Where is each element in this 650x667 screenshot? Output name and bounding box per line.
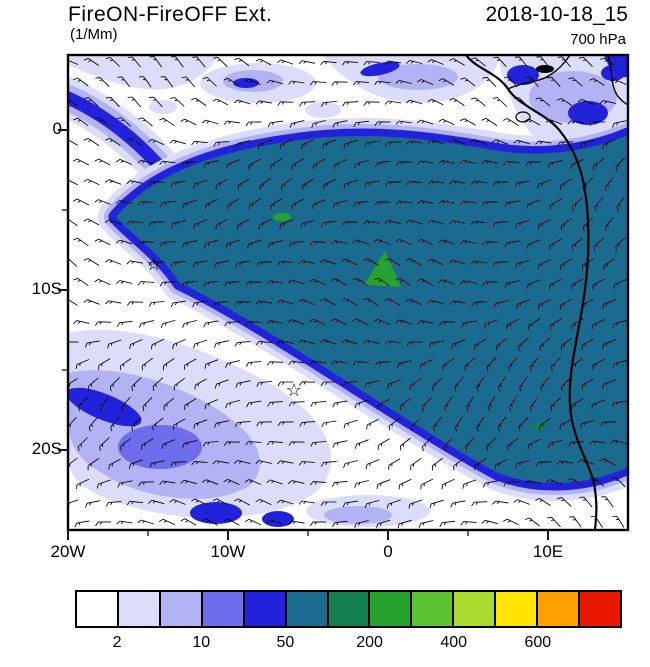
wind-barbs xyxy=(68,56,627,529)
contour-patch-sw xyxy=(68,387,142,427)
contour-patch xyxy=(233,78,259,88)
x-axis-label: 10W xyxy=(210,542,246,561)
colorbar-tick-label: 50 xyxy=(276,634,295,651)
x-axis-label: 20W xyxy=(50,542,86,561)
contour-patch-sw xyxy=(190,502,242,524)
colorbar-tick-label: 600 xyxy=(524,634,552,651)
green-maximum xyxy=(273,213,291,221)
contour-patch-sw xyxy=(262,511,294,527)
colorbar-box xyxy=(286,592,329,626)
contour-patch-sw xyxy=(118,425,202,469)
colorbar-box xyxy=(370,592,413,626)
plot-units: (1/Mm) xyxy=(70,26,118,43)
star-marker: ☆ xyxy=(146,254,162,274)
contour-patch xyxy=(568,101,608,125)
main-anomaly-border xyxy=(108,127,628,491)
x-axis-label: 0 xyxy=(383,542,393,561)
contour-patch xyxy=(305,102,341,118)
colorbar-box xyxy=(77,592,119,626)
x-axis-label: 10E xyxy=(532,542,564,561)
colorbar-box xyxy=(496,592,539,626)
contour-patch xyxy=(378,64,458,90)
contour-patch xyxy=(360,61,400,77)
y-axis-label: 20S xyxy=(31,439,62,458)
colorbar-box xyxy=(118,592,161,626)
contour-patch xyxy=(149,100,177,114)
green-maximum xyxy=(530,424,546,430)
colorbar-box xyxy=(202,592,245,626)
wind-barb-glyphs xyxy=(68,56,627,529)
colorbar-box xyxy=(412,592,455,626)
contour-patch-s xyxy=(324,506,392,524)
border-line xyxy=(607,55,628,106)
colorbar-box xyxy=(328,592,371,626)
dark-terrain-mark xyxy=(536,65,554,73)
plot-frame xyxy=(66,53,630,532)
y-axis-label: 0 xyxy=(52,119,62,138)
colorbar-box xyxy=(580,592,620,626)
colorbar xyxy=(75,590,622,628)
colorbar-box xyxy=(538,592,581,626)
colorbar-tick-label: 2 xyxy=(112,634,122,651)
plot-level: 700 hPa xyxy=(570,31,626,48)
map-shapes: ☆ ☆ xyxy=(68,55,628,530)
colorbar-box xyxy=(454,592,497,626)
y-axis-label: 10S xyxy=(31,279,62,298)
plot-title: FireON-FireOFF Ext. xyxy=(68,3,273,26)
colorbar-tick-label: 200 xyxy=(356,634,383,651)
star-marker: ☆ xyxy=(286,380,302,400)
plot-datetime: 2018-10-18_15 xyxy=(485,3,628,26)
axis-ticks xyxy=(58,129,549,540)
colorbar-box xyxy=(160,592,203,626)
colorbar-labels: 2 10 50 200 400 600 xyxy=(75,634,622,654)
green-maximum xyxy=(364,251,401,287)
colorbar-tick-label: 10 xyxy=(192,634,211,651)
colorbar-box xyxy=(244,592,287,626)
lake-outline xyxy=(515,111,531,123)
colorbar-tick-label: 400 xyxy=(440,634,468,651)
